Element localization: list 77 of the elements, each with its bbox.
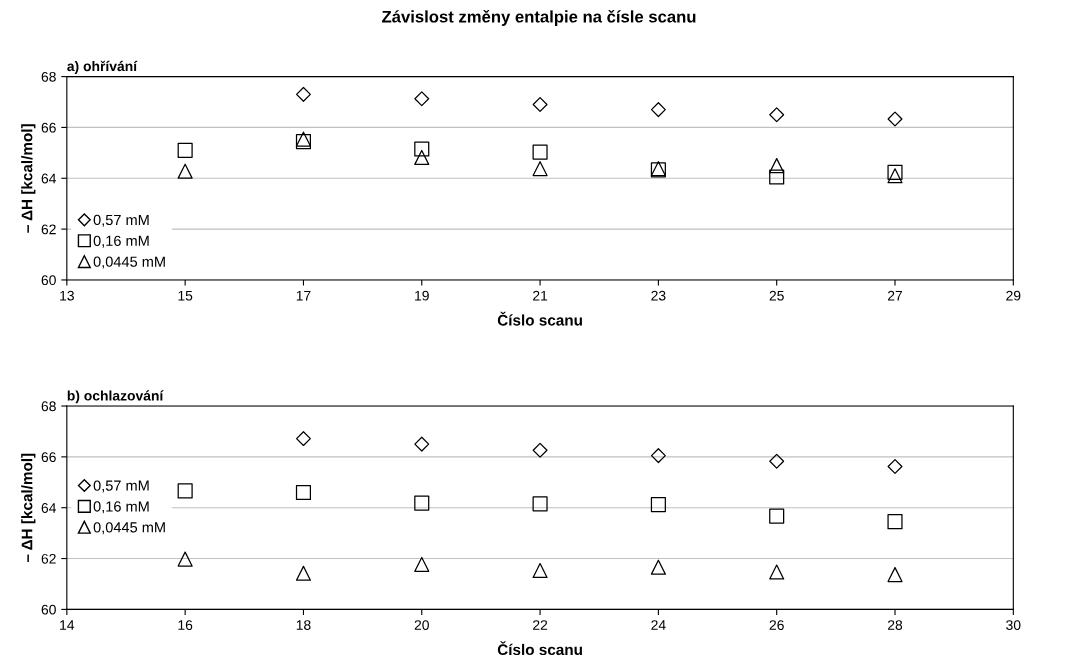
point <box>295 484 312 501</box>
y-tick-label: 64 <box>41 173 57 184</box>
legend-label: 0,57 mM <box>93 480 149 493</box>
x-axis-title: Číslo scanu <box>497 641 582 656</box>
point <box>295 431 311 447</box>
y-tick-label: 68 <box>41 401 56 412</box>
x-tick-label: 26 <box>769 620 784 631</box>
point <box>769 453 785 469</box>
x-axis-title: Číslo scanu <box>497 311 582 326</box>
point <box>295 565 312 581</box>
point <box>887 168 903 184</box>
point <box>295 86 311 102</box>
chart-subtitle: b) ochlazování <box>67 390 164 404</box>
point <box>177 163 193 179</box>
y-tick-label: 60 <box>41 604 56 615</box>
point <box>769 564 785 580</box>
x-tick-label: 17 <box>296 290 311 301</box>
x-tick-label: 20 <box>414 620 429 631</box>
point <box>650 497 666 513</box>
point <box>177 142 193 158</box>
x-tick-label: 13 <box>60 290 74 301</box>
point <box>414 436 430 452</box>
x-tick-label: 25 <box>769 290 784 301</box>
y-tick-label: 68 <box>41 71 56 82</box>
legend-label: 0,16 mM <box>93 235 149 248</box>
point <box>650 448 666 464</box>
point <box>532 144 548 160</box>
legend-label: 0,0445 mM <box>93 522 165 535</box>
x-tick-label: 22 <box>533 620 548 630</box>
point <box>650 102 666 118</box>
x-tick-label: 14 <box>60 620 75 630</box>
x-tick-label: 21 <box>533 290 548 301</box>
x-tick-label: 28 <box>887 620 903 631</box>
point <box>532 562 548 579</box>
x-tick-label: 18 <box>296 620 311 631</box>
legend-label: 0,57 mM <box>93 214 149 227</box>
point <box>887 566 903 583</box>
point <box>769 157 785 174</box>
y-tick-label: 60 <box>41 275 56 286</box>
x-tick-label: 15 <box>178 290 193 301</box>
point <box>769 107 785 123</box>
point <box>887 514 903 530</box>
point <box>414 556 430 572</box>
point <box>532 97 548 113</box>
chart-title: Závislost změny entalpie na čísle scanu <box>382 9 696 26</box>
x-tick-label: 16 <box>178 620 193 631</box>
point <box>887 164 903 180</box>
x-tick-label: 19 <box>415 290 429 301</box>
point <box>887 459 903 475</box>
point <box>177 483 193 499</box>
point <box>414 141 430 157</box>
point <box>769 508 785 524</box>
x-tick-label: 24 <box>651 620 666 630</box>
y-tick-label: 66 <box>41 452 56 463</box>
legend-label: 0,0445 mM <box>93 256 165 269</box>
y-tick-label: 62 <box>41 553 56 564</box>
x-tick-label: 27 <box>887 290 903 301</box>
chart-subtitle: a) ohřívání <box>67 60 138 74</box>
y-tick-label: 64 <box>41 503 57 513</box>
legend-label: 0,16 mM <box>93 501 149 514</box>
y-axis-title: – ΔH [kcal/mol] <box>21 124 36 233</box>
x-tick-label: 23 <box>651 290 666 301</box>
point <box>532 161 548 177</box>
point <box>887 111 903 127</box>
point <box>414 495 430 511</box>
point <box>177 551 193 567</box>
point <box>769 169 785 185</box>
point <box>532 496 548 512</box>
x-tick-label: 30 <box>1006 620 1021 631</box>
point <box>414 91 430 107</box>
point <box>414 149 430 165</box>
y-tick-label: 62 <box>41 224 56 235</box>
y-tick-label: 66 <box>41 122 56 133</box>
x-tick-label: 29 <box>1006 290 1021 301</box>
point <box>532 442 548 458</box>
point <box>650 559 666 575</box>
y-axis-title: – ΔH [kcal/mol] <box>21 453 36 563</box>
